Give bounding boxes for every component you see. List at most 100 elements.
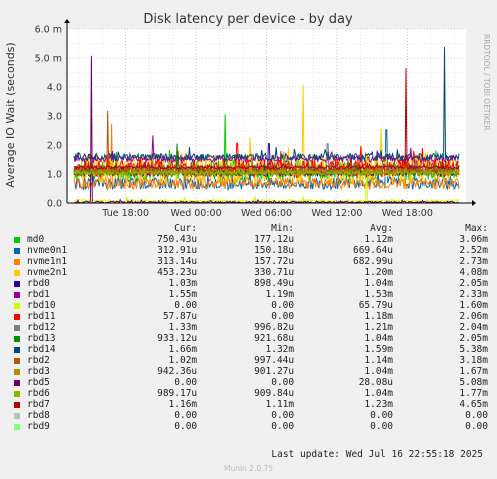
legend-avg: 1.04m [364,278,394,289]
legend-row-rbd7: rbd7 1.16m 1.11m 1.23m 4.65m [12,399,488,410]
series-line-rbd5 [74,55,459,205]
legend-row-rbd14: rbd14 1.66m 1.32m 1.59m 5.38m [12,344,488,355]
legend-max: 2.05m [459,278,488,289]
legend-max: 2.33m [459,289,488,300]
legend-row-rbd8: rbd8 0.00 0.00 0.00 0.00 [12,410,488,421]
legend-avg: 1.12m [364,234,394,245]
legend-row-rbd13: rbd13 933.12u 921.68u 1.04m 2.05m [12,333,488,344]
legend-avg: 1.53m [364,289,394,300]
series-line-rbd3 [73,154,460,177]
legend-min: 157.72u [254,256,295,267]
legend-swatch [14,357,20,364]
legend-name: rbd0 [27,278,50,289]
legend-cur: 1.03m [168,278,198,289]
legend-row-md0: md0 750.43u 177.12u 1.12m 3.06m [12,234,488,245]
x-axis-arrow [472,200,476,206]
legend-row-rbd12: rbd12 1.33m 996.82u 1.21m 2.04m [12,322,488,333]
legend-name: rbd10 [27,300,56,311]
legend-name: rbd5 [27,377,50,388]
legend-cur: 0.00 [174,421,198,432]
legend-max: 3.18m [459,355,488,366]
legend-cur: 1.33m [168,322,198,333]
legend-min: 330.71u [254,267,295,278]
series-line-rbd14 [73,46,460,163]
legend-name: rbd6 [27,388,50,399]
legend-row-nvme0n1: nvme0n1 312.91u 150.18u 669.64u 2.52m [12,245,488,256]
legend-header-cur: Cur: [174,223,198,234]
series-line-rbd7 [73,68,460,171]
legend-cur: 0.00 [174,410,198,421]
legend-name: rbd14 [27,344,56,355]
legend-cur: 57.87u [162,311,198,322]
legend-max: 2.04m [459,322,488,333]
x-tick-label: Wed 00:00 [171,208,222,219]
legend-min: 0.00 [271,410,295,421]
legend-name: nvme0n1 [27,245,68,256]
legend-swatch [14,335,20,342]
legend-row-rbd5: rbd5 0.00 0.00 28.08u 5.08m [12,377,488,388]
legend-min: 1.19m [265,289,295,300]
legend-avg: 0.00 [370,410,394,421]
legend-min: 996.82u [254,322,295,333]
legend-row-nvme2n1: nvme2n1 453.23u 330.71u 1.20m 4.08m [12,267,488,278]
legend-max: 2.52m [459,245,488,256]
x-tick-label: Tue 18:00 [101,208,149,219]
series-line-nvme1n1 [73,123,460,191]
legend-name: rbd9 [27,421,50,432]
legend-swatch [14,291,20,298]
legend-swatch [14,423,20,430]
legend-name: rbd12 [27,322,56,333]
legend-max: 0.00 [465,421,488,432]
legend-avg: 669.64u [352,245,394,256]
legend-max: 5.38m [459,344,488,355]
legend-cur: 1.16m [168,399,198,410]
legend-cur: 312.91u [157,245,198,256]
legend-min: 0.00 [271,311,295,322]
legend-min: 0.00 [271,421,295,432]
legend-max: 0.00 [465,410,488,421]
legend-min: 921.68u [254,333,295,344]
legend-row-rbd10: rbd10 0.00 0.00 65.79u 1.60m [12,300,488,311]
legend-min: 0.00 [271,377,295,388]
legend-cur: 942.36u [157,366,198,377]
legend-swatch [14,280,20,287]
legend-max: 1.60m [459,300,488,311]
footer-version: Munin 2.0.75 [223,464,274,473]
series-line-rbd6 [73,151,460,178]
legend-swatch [14,346,20,353]
legend-cur: 933.12u [157,333,198,344]
y-tick-label: 3.0 [47,112,62,123]
legend-max: 2.05m [459,333,488,344]
y-tick-label: 0.0 [47,199,62,210]
legend-cur: 313.14u [157,256,198,267]
legend-avg: 1.59m [364,344,394,355]
legend-name: md0 [27,234,45,245]
legend-name: nvme1n1 [27,256,68,267]
series-line-rbd12 [73,143,460,173]
legend-name: rbd7 [27,399,50,410]
legend: Cur: Min: Avg: Max: md0 750.43u 177.12u 1.1… [12,223,488,432]
legend-name: rbd8 [27,410,50,421]
legend-row-rbd9: rbd9 0.00 0.00 0.00 0.00 [12,421,488,432]
legend-avg: 1.04m [364,366,394,377]
legend-min: 1.11m [265,399,295,410]
legend-cur: 1.02m [168,355,198,366]
rrdtool-watermark: RRDTOOL / TOBI OETIKER [482,34,491,131]
legend-cur: 1.55m [168,289,198,300]
legend-name: rbd13 [27,333,56,344]
y-tick-label: 2.0 [47,141,62,152]
legend-header-max: Max: [465,223,488,234]
legend-header-min: Min: [271,223,295,234]
legend-name: nvme2n1 [27,267,68,278]
legend-avg: 1.21m [364,322,394,333]
legend-row-rbd1: rbd1 1.55m 1.19m 1.53m 2.33m [12,289,488,300]
legend-swatch [14,247,20,254]
legend-row-rbd3: rbd3 942.36u 901.27u 1.04m 1.67m [12,366,488,377]
chart: Disk latency per device - by day Average… [0,0,497,220]
legend-swatch [14,379,20,386]
legend-cur: 750.43u [157,234,198,245]
x-tick-label: Wed 06:00 [241,208,292,219]
legend-row-rbd2: rbd2 1.02m 997.44u 1.14m 3.18m [12,355,488,366]
legend-avg: 65.79u [358,300,394,311]
chart-title: Disk latency per device - by day [143,12,353,27]
